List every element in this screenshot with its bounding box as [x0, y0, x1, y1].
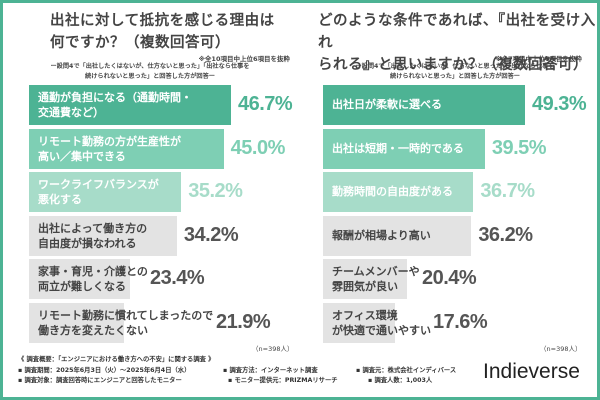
right-bar-label-2: 出社は短期・一時的である [332, 141, 464, 156]
left-bar-1 [29, 85, 231, 125]
right-bar-value-4: 36.2% [478, 223, 533, 246]
survey-target: ▪ 調査対象：調査回答時にエンジニアと回答したモニター [18, 377, 182, 384]
survey-count: ▪ 調査人数：1,003人 [368, 377, 433, 384]
left-title-line-2: 何ですか？（複数回答可） [50, 35, 230, 51]
right-chart-title: どのような条件であれば、『出社を受け入れ られる』と思いますか？（複数回答可） [318, 10, 598, 76]
left-chart-panel: 出社に対して抵抗を感じる理由は 何ですか？（複数回答可） ※全10項目中上位6項… [0, 0, 300, 345]
right-bar-value-6: 17.6% [433, 310, 488, 333]
right-bar-label-4-line-1: 報酬が相場より高い [332, 228, 431, 242]
left-bar-label-6-line-1: リモート勤務に慣れてしまったので [38, 308, 214, 322]
left-bar-label-4-line-1: 出社によって働き方の [38, 221, 148, 235]
right-bar-label-6-line-2: が快適で通いやすい [332, 323, 431, 337]
right-bar-label-2-line-1: 出社は短期・一時的である [332, 141, 464, 155]
left-bar-2 [29, 128, 224, 169]
right-bar-area: 出社日が柔軟に選べる 49.3% 出社は短期・一時的である 39.5% 勤務時間の自由度… [300, 0, 600, 345]
left-subtitle-line-2: 続けられないと思った」と回答した方が回答ー [85, 73, 215, 80]
left-bar-value-1: 46.7% [238, 93, 293, 115]
left-bar-label-2: リモート勤務の方が生産性が 高い／集中できる [38, 134, 181, 164]
left-bar-label-6: リモート勤務に慣れてしまったので 働き方を変えたくない [38, 308, 213, 338]
left-chart-title: 出社に対して抵抗を感じる理由は 何ですか？（複数回答可） [50, 10, 290, 54]
right-bar-value-1: 49.3% [532, 93, 587, 115]
left-bar-label-1-line-2: 交通費など） [38, 106, 104, 119]
left-bar-label-1: 通勤が負担になる（通勤時間・ 交通費など） [38, 90, 192, 120]
survey-provider: ▪ モニター提供元：PRIZMAリサーチ [228, 377, 338, 384]
left-subtitle-line-1: ー設問4で「出社したくはないが、仕方ないと思った」「出社なら仕事を [50, 63, 250, 70]
left-bar-label-2-line-1: リモート勤務の方が生産性が [38, 134, 181, 148]
left-bar-4 [29, 215, 177, 256]
right-bar-2 [323, 128, 485, 169]
right-bar-value-5: 20.4% [422, 267, 477, 289]
left-bar-label-5: 家事・育児・介護との 両立が難しくなる [38, 264, 148, 294]
survey-period: ▪ 調査期間：2025年6月3日（火）～2025年6月4日（水） [18, 366, 191, 374]
left-bar-label-5-line-1: 家事・育児・介護との [38, 265, 148, 278]
right-title-line-2: られる』と思いますか？（複数回答可） [318, 57, 588, 73]
left-bar-value-3: 35.2% [188, 180, 243, 202]
left-bar-label-4: 出社によって働き方の 自由度が損なわれる [38, 221, 147, 251]
right-bar-1 [323, 85, 525, 125]
survey-method: ▪ 調査方法：インターネット調査 [223, 366, 318, 374]
left-bar-label-5-line-2: 両立が難しくなる [38, 280, 126, 293]
left-bar-3 [29, 172, 182, 212]
right-bar-label-3-line-1: 勤務時間の自由度がある [332, 185, 453, 198]
right-bar-label-4: 報酬が相場より高い [332, 228, 431, 243]
right-bar-6 [323, 302, 396, 343]
left-chart-subtitle: ー設問4で「出社したくはないが、仕方ないと思った」「出社なら仕事を 続けられない… [20, 62, 280, 82]
right-bar-label-6: オフィス環境 が快適で通いやすい [332, 308, 431, 338]
left-bar-area: 通勤が負担になる（通勤時間・ 交通費など） 46.7% リモート勤務の方が生産性が 高い… [0, 0, 300, 345]
right-bar-value-3: 36.7% [480, 180, 535, 202]
right-bar-label-5-line-2: 雰囲気が良い [332, 280, 398, 293]
left-chart-note: ※全10項目中上位6項目を抜粋 [198, 55, 290, 63]
right-bar-label-6-line-1: オフィス環境 [332, 308, 398, 322]
right-bar-5 [323, 259, 407, 299]
right-bar-label-1-line-1: 出社日が柔軟に選べる [332, 98, 442, 111]
right-bar-label-5: チームメンバーや 雰囲気が良い [332, 264, 420, 294]
left-bar-label-2-line-2: 高い／集中できる [38, 149, 126, 163]
right-subtitle-line-2: 続けられないと思った」と回答した方が回答ー [390, 73, 520, 80]
left-title-line-1: 出社に対して抵抗を感じる理由は [50, 13, 275, 29]
right-chart-note: ※全7項目中上位6項目を抜粋 [495, 55, 582, 63]
left-bar-value-2: 45.0% [230, 136, 286, 159]
left-bar-value-4: 34.2% [183, 223, 239, 246]
right-chart-panel: どのような条件であれば、『出社を受け入れ られる』と思いますか？（複数回答可） … [300, 0, 600, 345]
left-bar-label-3-line-1: ワークライフバランスが [38, 178, 159, 191]
left-bar-label-3-line-2: 悪化する [38, 193, 82, 206]
indieverse-logo: Indieverse [483, 360, 580, 383]
left-sample-size: （n=398人） [252, 345, 294, 353]
right-bar-3 [323, 172, 474, 212]
right-sample-size: （n=398人） [540, 345, 582, 353]
left-bar-value-5: 23.4% [150, 267, 205, 289]
left-bar-label-1-line-1: 通勤が負担になる（通勤時間・ [38, 91, 192, 104]
left-bar-6 [29, 302, 124, 343]
right-bar-label-3: 勤務時間の自由度がある [332, 184, 453, 199]
left-bar-label-6-line-2: 働き方を変えたくない [38, 323, 148, 337]
right-subtitle-line-1: ー設問4で「出社したくはないが、仕方ないと思った」「出社なら仕事を [355, 63, 555, 70]
survey-heading: 《 調査概要：「エンジニアにおける働き方への不安」に関する調査 》 [18, 356, 215, 363]
left-bar-5 [29, 259, 131, 299]
right-bar-value-2: 39.5% [491, 136, 547, 159]
right-title-line-1: どのような条件であれば、『出社を受け入れ [318, 13, 596, 51]
right-bar-label-5-line-1: チームメンバーや [332, 265, 420, 278]
right-bar-label-1: 出社日が柔軟に選べる [332, 97, 442, 112]
left-bar-label-3: ワークライフバランスが 悪化する [38, 177, 159, 207]
right-bar-4 [323, 215, 472, 256]
right-chart-subtitle: ー設問4で「出社したくはないが、仕方ないと思った」「出社なら仕事を 続けられない… [310, 62, 600, 82]
left-bar-value-6: 21.9% [216, 310, 271, 333]
left-bar-label-4-line-2: 自由度が損なわれる [38, 236, 137, 250]
survey-organizer: ▪ 調査元：株式会社インディバース [356, 366, 457, 374]
